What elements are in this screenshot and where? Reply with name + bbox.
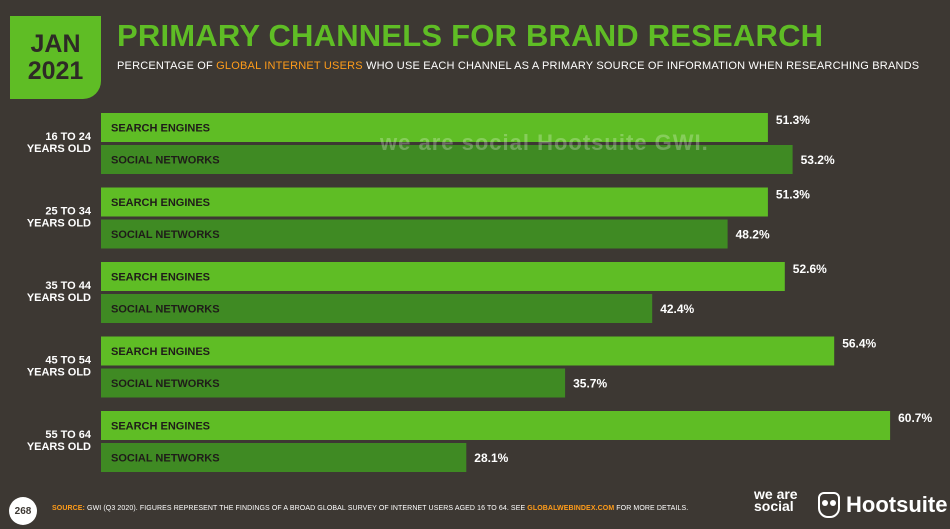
bar-social-networks (101, 368, 566, 398)
age-group-label: 25 TO 34 YEARS OLD (27, 206, 92, 230)
hootsuite-logo-text: Hootsuite (846, 492, 948, 517)
chart-title: PRIMARY CHANNELS FOR BRAND RESEARCH (117, 18, 824, 53)
subtitle-pre: PERCENTAGE OF (117, 60, 217, 72)
bar-value-label: 52.6% (793, 262, 827, 276)
bar-series-label: SEARCH ENGINES (111, 123, 210, 135)
source-link[interactable]: GLOBALWEBINDEX.COM (527, 505, 615, 512)
bar-series-label: SOCIAL NETWORKS (111, 155, 220, 167)
bar-series-label: SOCIAL NETWORKS (111, 378, 220, 390)
we-are-social-logo: we are social (754, 486, 798, 514)
bar-value-label: 51.3% (776, 113, 810, 127)
bar-search-engines (101, 187, 768, 217)
source-label: SOURCE: (52, 505, 85, 512)
age-group-label-line: 45 TO 54 (45, 355, 92, 367)
bar-value-label: 53.2% (801, 153, 835, 167)
bar-series-label: SOCIAL NETWORKS (111, 229, 220, 241)
page-number: 268 (9, 497, 37, 525)
bar-series-label: SEARCH ENGINES (111, 421, 210, 433)
bar-series-label: SEARCH ENGINES (111, 197, 210, 209)
watermark: we are social Hootsuite GWI. (380, 130, 709, 155)
owl-icon (818, 492, 840, 518)
date-badge: JAN 2021 (10, 16, 101, 99)
age-group-label-line: 35 TO 44 (45, 280, 92, 292)
bar-series-label: SEARCH ENGINES (111, 346, 210, 358)
hootsuite-logo: Hootsuite (818, 492, 947, 518)
age-group-label: 16 TO 24 YEARS OLD (27, 131, 92, 155)
bar-value-label: 42.4% (660, 302, 694, 316)
bar-value-label: 60.7% (898, 411, 932, 425)
bar-value-label: 56.4% (842, 337, 876, 351)
subtitle-highlight: GLOBAL INTERNET USERS (216, 60, 363, 72)
bar-series-label: SEARCH ENGINES (111, 272, 210, 284)
badge-year: 2021 (27, 56, 84, 85)
bar-social-networks (101, 443, 467, 472)
bar-value-label: 48.2% (736, 228, 770, 242)
bar-series-label: SOCIAL NETWORKS (111, 304, 220, 316)
age-group-label-line: 16 TO 24 (45, 131, 92, 143)
age-group-label-line: YEARS OLD (27, 218, 91, 230)
bar-search-engines (101, 262, 785, 291)
badge-month: JAN (30, 29, 81, 58)
age-group-label: 35 TO 44 YEARS OLD (27, 280, 92, 304)
bar-search-engines (101, 336, 835, 366)
bar-social-networks (101, 219, 728, 249)
age-group-label-line: 25 TO 34 (45, 206, 92, 218)
bar-value-label: 51.3% (776, 188, 810, 202)
age-group-label-line: 55 TO 64 (45, 429, 92, 441)
age-group-label-line: YEARS OLD (27, 292, 91, 304)
source-text: GWI (Q3 2020). FIGURES REPRESENT THE FIN… (84, 505, 528, 512)
bar-series-label: SOCIAL NETWORKS (111, 453, 220, 465)
bar-social-networks (101, 145, 793, 174)
bar-search-engines (101, 113, 768, 142)
age-group-label: 55 TO 64 YEARS OLD (27, 429, 92, 453)
age-group-label-line: YEARS OLD (27, 367, 91, 379)
bar-search-engines (101, 411, 891, 440)
age-group-label-line: YEARS OLD (27, 143, 91, 155)
bar-value-label: 35.7% (573, 377, 607, 391)
bar-social-networks (101, 294, 653, 323)
subtitle-post: WHO USE EACH CHANNEL AS A PRIMARY SOURCE… (362, 60, 920, 72)
source-tail: FOR MORE DETAILS. (614, 505, 689, 512)
source-note: SOURCE: GWI (Q3 2020). FIGURES REPRESENT… (52, 505, 688, 512)
age-group-label-line: YEARS OLD (27, 441, 91, 453)
age-group-label: 45 TO 54 YEARS OLD (27, 355, 92, 379)
bar-value-label: 28.1% (474, 451, 508, 465)
chart-subtitle: PERCENTAGE OF GLOBAL INTERNET USERS WHO … (117, 60, 919, 72)
